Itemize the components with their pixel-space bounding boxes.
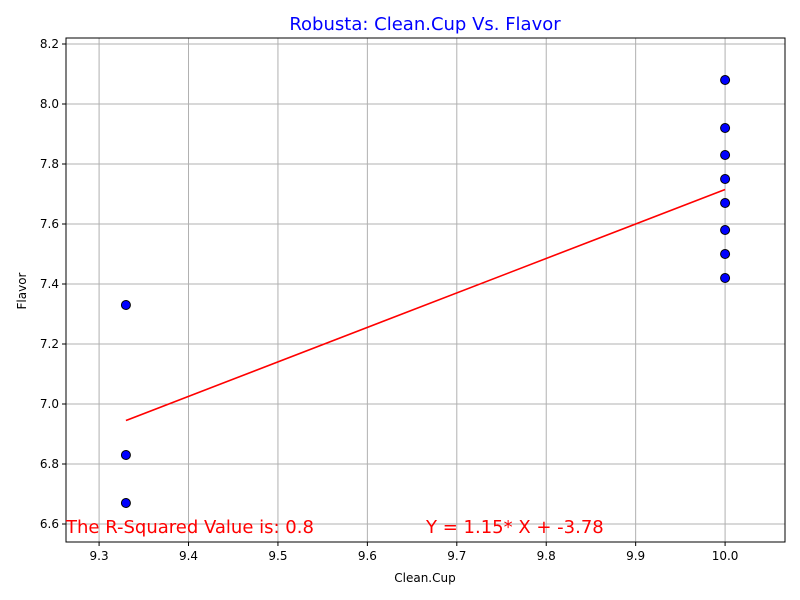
y-tick-label: 7.0 xyxy=(40,397,59,411)
y-tick-label: 7.2 xyxy=(40,337,59,351)
y-tick-label: 6.6 xyxy=(40,517,59,531)
data-point xyxy=(720,273,731,283)
grid xyxy=(66,38,785,542)
data-point xyxy=(120,498,131,508)
x-tick-label: 10.0 xyxy=(712,549,739,563)
x-tick-label: 9.4 xyxy=(179,549,198,563)
y-ticks: 6.6 6.8 7.0 7.2 7.4 7.6 7.8 8.0 8.2 xyxy=(40,37,66,531)
r-squared-annotation: The R-Squared Value is: 0.8 xyxy=(65,517,314,538)
x-tick-label: 9.6 xyxy=(358,549,377,563)
x-tick-label: 9.3 xyxy=(90,549,109,563)
x-tick-label: 9.8 xyxy=(537,549,556,563)
data-point xyxy=(720,249,731,259)
x-ticks: 9.3 9.4 9.5 9.6 9.7 9.8 9.9 10.0 xyxy=(90,542,739,563)
data-point xyxy=(720,174,731,184)
x-tick-label: 9.9 xyxy=(626,549,645,563)
chart-title: Robusta: Clean.Cup Vs. Flavor xyxy=(289,14,561,35)
plot-frame xyxy=(65,37,786,543)
equation-annotation: Y = 1.15* X + -3.78 xyxy=(425,517,604,538)
y-axis-label: Flavor xyxy=(15,272,29,309)
y-tick-label: 8.0 xyxy=(40,97,59,111)
data-point xyxy=(720,150,731,160)
regression-layer xyxy=(125,188,726,422)
data-point xyxy=(720,198,731,208)
points-layer xyxy=(120,75,731,508)
regression-line xyxy=(125,188,726,422)
data-point xyxy=(720,123,731,133)
data-point xyxy=(720,75,731,85)
y-tick-label: 6.8 xyxy=(40,457,59,471)
y-tick-label: 7.8 xyxy=(40,157,59,171)
data-point xyxy=(120,450,131,460)
data-point xyxy=(720,225,731,235)
x-tick-label: 9.7 xyxy=(447,549,466,563)
data-point xyxy=(120,300,131,310)
x-tick-label: 9.5 xyxy=(268,549,287,563)
y-tick-label: 7.4 xyxy=(40,277,59,291)
x-axis-label: Clean.Cup xyxy=(394,571,455,585)
y-tick-label: 8.2 xyxy=(40,37,59,51)
y-tick-label: 7.6 xyxy=(40,217,59,231)
